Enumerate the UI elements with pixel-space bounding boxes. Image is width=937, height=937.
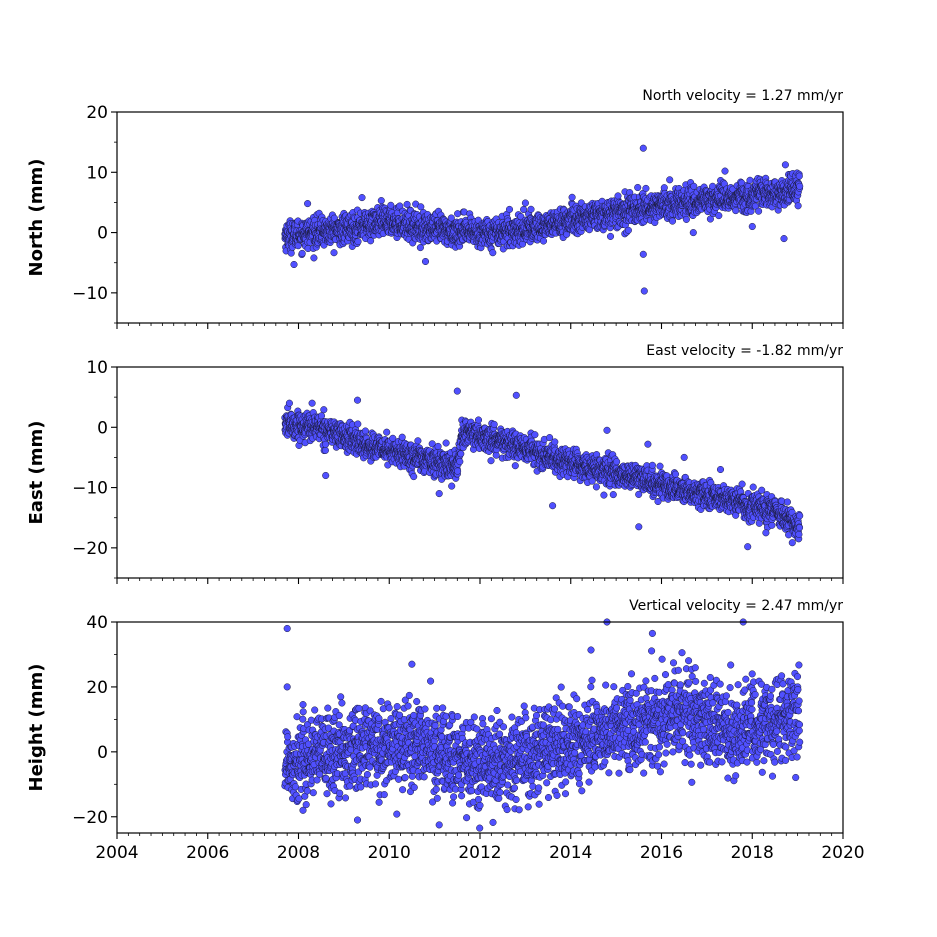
data-point bbox=[298, 249, 306, 257]
data-point bbox=[490, 420, 498, 428]
data-point bbox=[527, 205, 535, 213]
y-tick-label: 20 bbox=[86, 103, 108, 123]
data-point bbox=[668, 217, 677, 225]
data-point bbox=[294, 242, 302, 250]
data-point bbox=[489, 249, 497, 257]
y-tick-label: 10 bbox=[86, 163, 108, 183]
y-tick-label: 0 bbox=[97, 224, 108, 244]
data-point bbox=[794, 202, 802, 210]
data-point bbox=[531, 431, 539, 439]
data-point bbox=[568, 193, 576, 201]
data-point-outlier bbox=[290, 260, 298, 269]
data-point bbox=[746, 176, 754, 184]
data-point bbox=[434, 442, 442, 450]
data-point bbox=[511, 462, 519, 470]
data-point-outlier bbox=[639, 250, 647, 258]
data-point bbox=[320, 406, 328, 414]
data-point bbox=[666, 176, 674, 184]
data-point bbox=[648, 461, 656, 469]
data-point bbox=[671, 470, 680, 478]
data-point bbox=[690, 182, 698, 190]
data-point bbox=[398, 433, 406, 441]
data-point bbox=[387, 201, 395, 209]
data-point bbox=[474, 416, 483, 424]
data-point bbox=[383, 428, 391, 436]
data-point bbox=[287, 249, 295, 257]
data-point bbox=[457, 450, 465, 458]
data-point bbox=[551, 438, 559, 446]
data-point bbox=[330, 249, 338, 257]
data-point-outlier bbox=[640, 287, 648, 295]
data-point bbox=[410, 473, 418, 481]
data-point bbox=[317, 412, 326, 420]
data-point bbox=[414, 437, 422, 445]
data-point bbox=[606, 232, 615, 240]
data-point bbox=[656, 462, 664, 470]
data-point bbox=[321, 446, 329, 454]
data-point bbox=[377, 197, 385, 205]
data-point bbox=[442, 439, 450, 447]
y-axis-label-north: North (mm) bbox=[26, 159, 47, 277]
data-point-outlier bbox=[721, 167, 729, 175]
series-north bbox=[281, 144, 804, 295]
data-point bbox=[642, 184, 650, 192]
data-point-outlier bbox=[639, 144, 647, 152]
data-point bbox=[354, 238, 362, 246]
data-point bbox=[487, 457, 495, 465]
data-point bbox=[361, 427, 369, 435]
data-point-outlier bbox=[358, 194, 366, 202]
data-point bbox=[732, 207, 740, 215]
data-point-outlier bbox=[521, 199, 529, 207]
velocity-label-north: North velocity = 1.27 mm/yr bbox=[642, 88, 843, 104]
data-point bbox=[396, 202, 404, 210]
data-point bbox=[682, 215, 690, 223]
data-point bbox=[613, 458, 621, 466]
data-point-outlier bbox=[748, 222, 756, 231]
data-point bbox=[448, 482, 456, 490]
data-point bbox=[609, 491, 617, 499]
panel-north: −10 0 10 20 North (mm) North velocity = 1.27 … bbox=[26, 88, 844, 329]
data-point bbox=[634, 183, 642, 192]
data-point bbox=[614, 192, 622, 200]
data-point bbox=[624, 226, 632, 234]
series-east bbox=[281, 387, 804, 551]
data-point bbox=[600, 491, 608, 499]
data-point bbox=[539, 237, 548, 245]
panels: −10 0 10 20 North (mm) North velocity = 1.27 … bbox=[26, 88, 865, 863]
data-point bbox=[755, 207, 763, 215]
data-point bbox=[505, 205, 514, 213]
data-point bbox=[592, 483, 600, 491]
data-point bbox=[795, 172, 803, 180]
data-point bbox=[715, 212, 723, 220]
data-point bbox=[456, 458, 464, 466]
data-point bbox=[738, 480, 746, 488]
data-point bbox=[354, 420, 362, 428]
data-point bbox=[454, 467, 462, 475]
data-point-outlier bbox=[780, 235, 788, 243]
data-point bbox=[796, 182, 804, 190]
data-point bbox=[322, 440, 330, 448]
data-point-outlier bbox=[689, 229, 697, 237]
data-point bbox=[781, 161, 789, 169]
data-point bbox=[310, 254, 318, 262]
data-point-outlier bbox=[304, 200, 312, 208]
y-tick-label: −10 bbox=[72, 284, 108, 304]
data-point-outlier bbox=[421, 257, 430, 266]
